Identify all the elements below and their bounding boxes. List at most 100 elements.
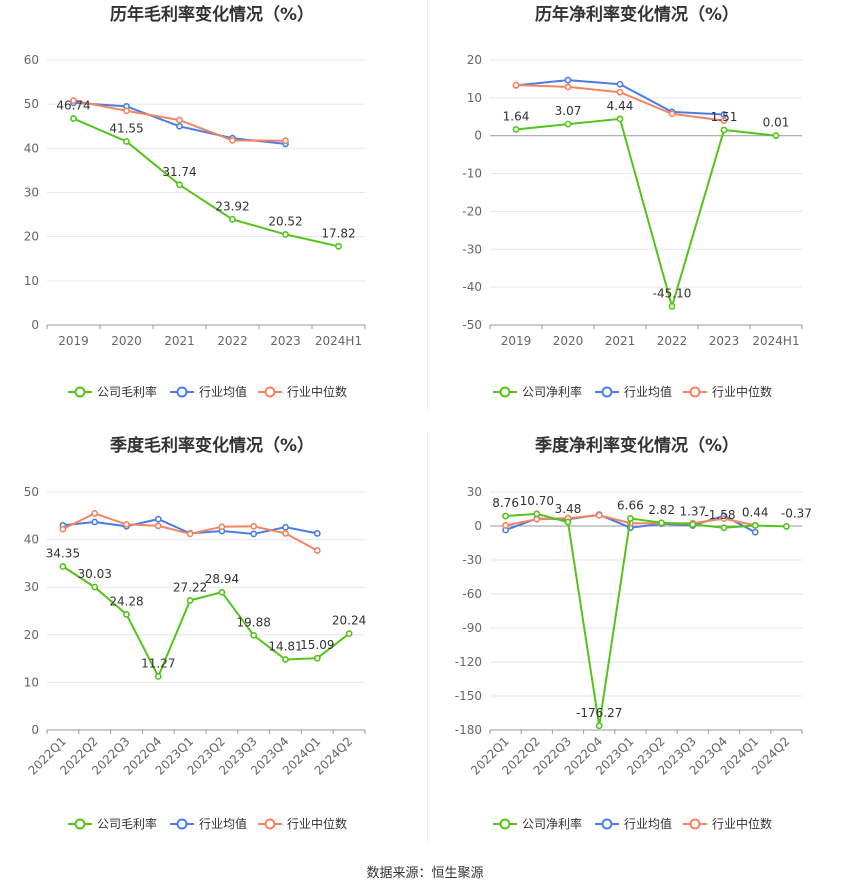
y-tick-label: 0 [474, 519, 482, 533]
y-tick-label: 50 [24, 97, 39, 111]
data-point-company [345, 630, 353, 638]
data-label: 20.24 [332, 614, 366, 628]
y-tick-label: 10 [24, 274, 39, 288]
data-point-company [616, 115, 624, 123]
legend-marker [176, 386, 188, 398]
series-line-company [62, 565, 350, 679]
data-point-company [658, 519, 665, 527]
data-label: 4.44 [607, 99, 634, 113]
data-point-industry_median [668, 110, 676, 118]
y-tick-label: -150 [455, 689, 482, 703]
data-point-industry_avg [564, 76, 572, 84]
data-point-industry_median [502, 522, 509, 529]
x-tick-label: 2023 [709, 334, 740, 348]
legend-label: 行业均值 [199, 384, 247, 399]
data-point-industry_avg [176, 122, 183, 130]
legend-label: 行业均值 [624, 384, 672, 399]
legend-label: 公司净利率 [522, 384, 582, 399]
x-tick-label: 2019 [501, 334, 532, 348]
data-point-industry_avg [751, 528, 759, 536]
data-label: 27.22 [173, 580, 207, 594]
data-source-note: 数据来源：恒生聚源 [366, 866, 484, 881]
data-point-company [533, 510, 541, 518]
data-point-industry_median [564, 83, 572, 91]
y-tick-label: 0 [31, 318, 39, 332]
data-point-industry_median [154, 522, 162, 530]
y-tick-label: 10 [467, 91, 482, 105]
data-point-company [720, 524, 728, 532]
quarterly-net-margin-chart: 季度净利率变化情况（%） -180 -150 -120 -90 -60 -30 0 30 2022… [425, 432, 850, 862]
data-label: 20.52 [268, 214, 302, 228]
y-tick-label: -50 [462, 318, 482, 332]
data-label: 6.66 [617, 498, 644, 512]
legend-marker [689, 386, 701, 398]
y-tick-label: 30 [24, 580, 39, 594]
y-tick-label: -30 [462, 242, 482, 256]
data-label: 17.82 [321, 226, 355, 240]
panel-divider [427, 432, 428, 842]
y-tick-label: 60 [24, 53, 39, 67]
data-point-industry_avg [720, 111, 728, 118]
legend-label: 行业均值 [624, 816, 672, 831]
panel-divider [427, 0, 428, 410]
y-tick-label: 50 [24, 485, 39, 499]
chart-svg: 季度毛利率变化情况（%）010203040502022Q12022Q22022Q… [24, 435, 367, 831]
y-tick-label: -10 [462, 167, 482, 181]
data-label: 30.03 [78, 567, 112, 581]
legend-label: 行业中位数 [287, 816, 347, 831]
y-tick-label: 30 [24, 186, 39, 200]
data-point-industry_median [186, 530, 194, 538]
data-point-company [250, 631, 258, 639]
data-label: 23.92 [215, 199, 249, 213]
x-tick-label: 2024H1 [752, 334, 799, 348]
data-label: 15.09 [300, 638, 334, 652]
series-line-company [505, 512, 787, 726]
y-tick-label: -20 [462, 204, 482, 218]
data-point-company [720, 126, 728, 134]
data-point-industry_avg [616, 80, 624, 88]
chart-svg: 历年毛利率变化情况（%） 0 10 20 30 40 50 60 2019 2020 2021 202… [24, 4, 366, 399]
y-tick-label: -40 [462, 280, 482, 294]
data-label: -0.37 [781, 506, 812, 520]
data-point-industry_median [123, 107, 130, 115]
legend-marker [601, 386, 613, 398]
data-point-industry_median [176, 116, 183, 124]
x-tick-label: 2019 [58, 334, 89, 348]
y-tick-label: -120 [455, 655, 482, 669]
data-point-company [154, 672, 162, 680]
data-label: 41.55 [109, 121, 143, 135]
data-point-company [123, 611, 130, 618]
legend-marker [264, 386, 276, 398]
annual-net-margin-chart: 历年净利率变化情况（%） -50 -40 -30 -20 -10 0 10 20 2019 2020… [425, 0, 850, 430]
data-point-industry_avg [313, 530, 321, 537]
x-tick-label: 2022 [657, 334, 688, 348]
legend-label: 行业中位数 [287, 384, 347, 399]
data-label: 1.64 [503, 110, 530, 124]
y-tick-label: 40 [24, 533, 39, 547]
legend-marker [74, 818, 86, 830]
data-point-industry_median [282, 137, 289, 145]
data-point-company [512, 126, 520, 133]
data-label: -176.27 [576, 706, 622, 720]
legend-marker [176, 818, 188, 830]
data-point-company [91, 583, 99, 591]
data-point-company [123, 138, 130, 145]
legend-label: 行业均值 [199, 816, 247, 831]
data-label: 1.37 [679, 504, 706, 518]
y-tick-label: 0 [31, 723, 39, 737]
data-point-company [751, 522, 759, 529]
data-label: -45.10 [653, 286, 692, 300]
legend-label: 公司净利率 [522, 816, 582, 831]
chart-title: 季度毛利率变化情况（%） [110, 435, 314, 456]
data-point-company [595, 722, 603, 730]
x-tick-label: 2024H1 [315, 334, 362, 348]
data-point-industry_median [91, 510, 99, 517]
data-label: 1.51 [711, 110, 738, 124]
data-point-industry_avg [250, 530, 258, 538]
chart-title: 历年毛利率变化情况（%） [110, 4, 314, 25]
data-point-industry_median [512, 81, 520, 89]
data-point-industry_median [720, 515, 728, 523]
series-line-company [73, 117, 339, 248]
data-label: 31.74 [162, 165, 196, 179]
data-point-company [59, 563, 67, 570]
